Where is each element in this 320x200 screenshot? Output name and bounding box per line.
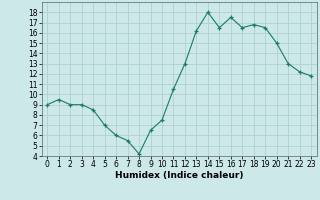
X-axis label: Humidex (Indice chaleur): Humidex (Indice chaleur) — [115, 171, 244, 180]
